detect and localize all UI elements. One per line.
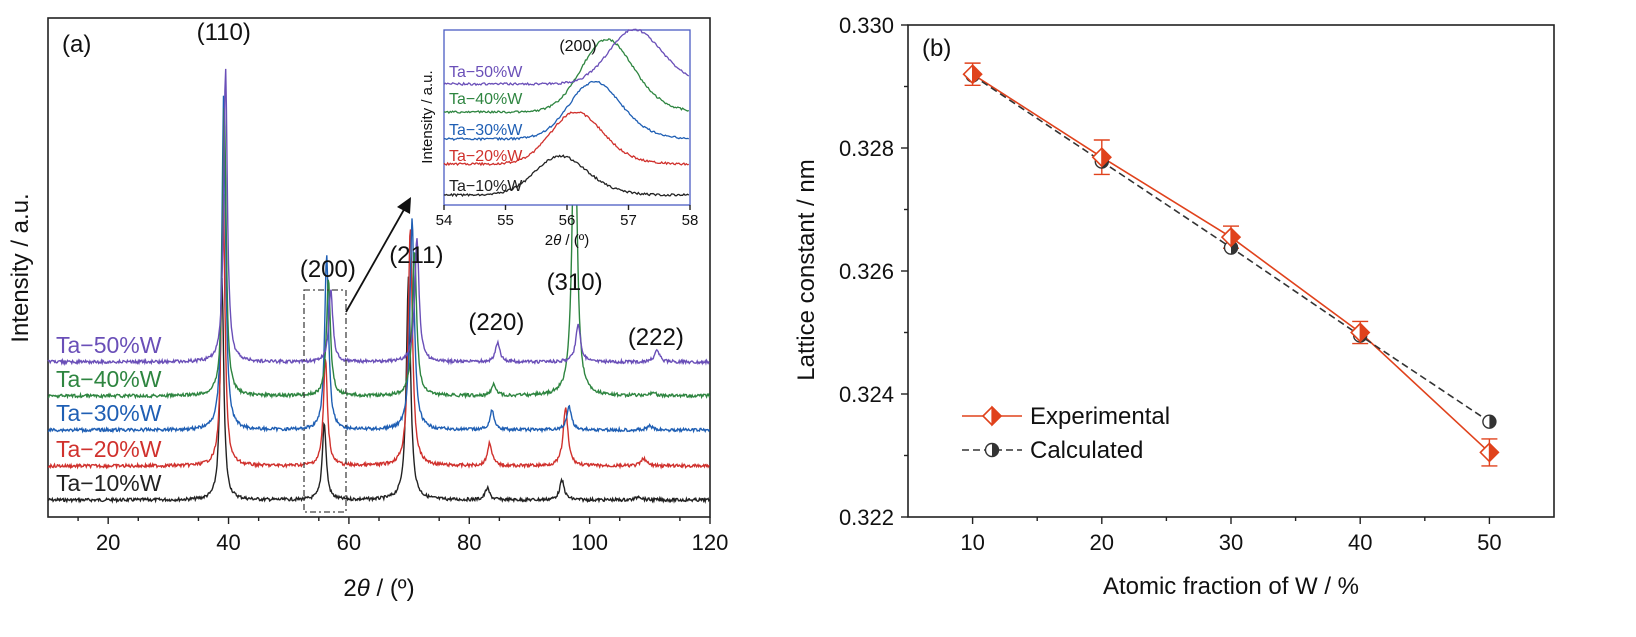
panel-b-x-tick-label: 50 [1477,530,1501,555]
inset-x-tick-label: 58 [682,212,699,229]
panel-b-y-tick-label: 0.328 [839,136,894,161]
inset-series-label: Ta−10%W [449,178,523,195]
inset-series-label: Ta−30%W [449,122,523,139]
peak-label: (310) [547,269,603,296]
panel-b-series-group [962,62,1500,467]
panel-a-label: (a) [62,31,91,58]
legend-label: Experimental [1030,403,1170,430]
inset-series-group [443,28,690,198]
panel-b-ylabel: Lattice constant / nm [793,159,820,380]
panel-b-legend: Experimental Calculated [962,403,1170,464]
panel-b-x-tick-label: 20 [1090,530,1114,555]
panel-a-series-group [47,68,711,504]
panel-b-y-tick-label: 0.324 [839,382,894,407]
panel-b-y-tick-label: 0.326 [839,259,894,284]
peak-label: (110) [197,19,251,46]
calculated-marker [984,442,1000,458]
xrd-series-line [47,95,711,434]
inset-x-axis: 54 55 56 57 58 [436,205,699,229]
inset-xlabel: 2θ / (º) [545,232,589,249]
calculated-marker [1482,414,1497,429]
inset-ylabel: Intensity / a.u. [419,70,436,163]
peak-label: (222) [628,324,684,351]
inset-x-tick-label: 54 [436,212,453,229]
panel-a-x-axis: 20 40 60 80 100 120 [77,517,729,555]
xrd-series-label: Ta−40%W [56,366,162,392]
experimental-marker [1091,146,1112,168]
inset-series-line [443,154,690,198]
panel-a-x-tick-label: 20 [96,530,120,555]
peak-label: (200) [300,256,356,283]
inset-x-tick-label: 55 [497,212,514,229]
panel-a-x-tick-label: 120 [692,530,729,555]
inset-arrow-head [397,197,411,214]
panel-b-x-tick-label: 10 [960,530,984,555]
selection-box-200 [303,289,347,513]
peak-label: (220) [468,309,524,336]
panel-a-xlabel: 2θ / (º) [343,575,414,602]
experimental-marker [1220,226,1242,248]
inset-series-labels: Ta−10%W Ta−20%W Ta−30%W Ta−40%W Ta−50%W [449,64,523,195]
panel-b-frame [907,24,1555,518]
panel-b: (b) 0.322 0.324 0.326 0.328 0.330 10 20 30 40 50… [793,13,1555,600]
panel-a-x-tick-label: 60 [337,530,361,555]
inset-series-label: Ta−40%W [449,91,523,108]
xrd-series-label: Ta−10%W [56,470,162,496]
inset-x-tick-label: 56 [559,212,576,229]
panel-a-x-tick-label: 40 [216,530,240,555]
panel-a-x-tick-label: 80 [457,530,481,555]
xrd-series-label: Ta−20%W [56,436,162,462]
inset-series-line [443,80,689,142]
panel-a-ylabel: Intensity / a.u. [7,193,34,342]
experimental-line [972,73,1490,453]
panel-b-y-tick-label: 0.322 [839,505,894,530]
panel-a-series-labels: Ta−10%W Ta−20%W Ta−30%W Ta−40%W Ta−50%W [56,332,162,496]
experimental-marker [981,405,1003,427]
panel-a-x-tick-label: 100 [571,530,608,555]
inset-series-label: Ta−20%W [449,148,523,165]
panel-a-peak-labels: (110) (200) (211) (220) (310) (222) [197,19,684,351]
inset-series-label: Ta−50%W [449,64,523,81]
panel-b-xlabel: Atomic fraction of W / % [1103,573,1359,600]
inset-peak-label: (200) [559,38,596,55]
xrd-series-label: Ta−30%W [56,400,162,426]
inset-arrow-line [345,205,407,313]
panel-b-x-tick-label: 30 [1219,530,1243,555]
experimental-marker [1350,322,1371,343]
legend-label: Calculated [1030,437,1143,464]
inset-frame [443,29,691,206]
xrd-series-label: Ta−50%W [56,332,162,358]
inset-series-line [443,38,690,115]
experimental-marker [962,63,983,85]
inset-200: 54 55 56 57 58 Ta−10%WTa−20%WTa−30%WTa−40%WT… [419,28,699,249]
xrd-series-line [47,68,710,367]
panel-a: (a) 20 40 60 80 100 120 Ta−10%W Ta−20%W Ta−30%W… [7,17,729,602]
experimental-marker [1479,441,1500,463]
xrd-series-line [48,193,711,470]
panel-b-y-tick-label: 0.330 [839,13,894,38]
inset-series-line [443,28,690,87]
inset-x-tick-label: 57 [620,212,637,229]
panel-b-x-axis: 10 20 30 40 50 [960,517,1502,555]
xrd-series-line [47,276,711,504]
panel-b-y-axis: 0.322 0.324 0.326 0.328 0.330 [839,13,908,530]
panel-b-label: (b) [922,35,951,62]
xrd-series-line [47,87,711,400]
panel-b-x-tick-label: 40 [1348,530,1372,555]
peak-label: (211) [389,242,443,269]
inset-series-line [443,111,689,167]
